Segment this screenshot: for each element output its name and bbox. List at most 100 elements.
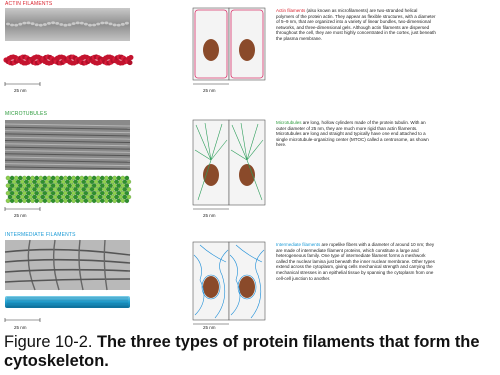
tubulin-bead bbox=[28, 187, 33, 192]
section-description: Actin filaments (also known as microfila… bbox=[276, 8, 436, 42]
tubulin-bead bbox=[38, 175, 44, 181]
description-text: are long, hollow cylinders made of the p… bbox=[276, 120, 429, 148]
tubulin-bead bbox=[77, 179, 82, 184]
tubulin-bead bbox=[118, 179, 123, 184]
tubulin-bead bbox=[110, 179, 115, 184]
tubulin-bead bbox=[7, 194, 13, 200]
tubulin-bead bbox=[59, 190, 64, 196]
tubulin-bead bbox=[81, 179, 87, 184]
actin-em-dot bbox=[79, 21, 84, 25]
mt-em-line bbox=[4, 123, 131, 127]
mt-em-line bbox=[4, 140, 131, 143]
tubulin-bead bbox=[11, 187, 17, 192]
actin-em-dot bbox=[30, 22, 35, 26]
tubulin-bead bbox=[57, 194, 62, 200]
actin-em-dot bbox=[18, 22, 23, 26]
tubulin-bead bbox=[124, 198, 130, 203]
actin-em-dot bbox=[120, 22, 125, 26]
tubulin-bead bbox=[87, 175, 93, 181]
tubulin-bead bbox=[75, 183, 80, 188]
tubulin-bead bbox=[71, 183, 76, 188]
tubulin-bead bbox=[42, 175, 48, 181]
scale-bars bbox=[4, 82, 229, 325]
tubulin-bead bbox=[22, 198, 27, 203]
tubulin-bead bbox=[102, 194, 107, 200]
if-em-fiber bbox=[52, 239, 60, 291]
tubulin-bead bbox=[55, 198, 60, 203]
tubulin-bead bbox=[104, 190, 109, 196]
term: Microtubules bbox=[276, 120, 302, 125]
tubulin-bead bbox=[32, 187, 37, 192]
tubulin-bead bbox=[7, 179, 13, 184]
mt-em-line bbox=[4, 146, 131, 150]
tubulin-bead bbox=[112, 183, 117, 188]
tubulin-bead bbox=[71, 198, 76, 203]
mt-em-line bbox=[4, 133, 131, 137]
tubulin-bead bbox=[110, 187, 115, 192]
actin-cortex bbox=[194, 9, 264, 79]
tubulin-bead bbox=[63, 190, 68, 196]
tubulin-bead bbox=[87, 183, 93, 188]
actin-em-dot bbox=[10, 23, 15, 27]
tubulin-bead bbox=[102, 187, 107, 192]
tubulin-bead bbox=[100, 198, 105, 203]
tubulin-bead bbox=[30, 183, 35, 188]
actin-em-dot bbox=[116, 23, 121, 27]
tubulin-bead bbox=[46, 198, 52, 203]
tubulin-bead bbox=[18, 175, 23, 181]
tubulin-bead bbox=[9, 183, 15, 188]
tubulin-bead bbox=[110, 194, 115, 200]
tubulin-bead bbox=[5, 190, 11, 196]
tubulin-bead bbox=[18, 190, 23, 196]
tubulin-bead bbox=[50, 190, 56, 196]
tubulin-bead bbox=[89, 194, 95, 200]
tubulin-bead bbox=[71, 190, 76, 196]
tubulin-bead bbox=[116, 183, 121, 188]
actin-em-dot bbox=[100, 21, 105, 25]
tubulin-bead bbox=[46, 175, 52, 181]
tubulin-bead bbox=[116, 190, 121, 196]
mt-em-line bbox=[4, 166, 131, 170]
tubulin-bead bbox=[122, 194, 128, 200]
tubulin-bead bbox=[120, 190, 126, 196]
actin-em-dot bbox=[51, 21, 56, 25]
actin-em-dot bbox=[55, 21, 60, 25]
tubulin-bead bbox=[28, 194, 33, 200]
tubulin-bead bbox=[75, 175, 80, 181]
tubulin-bead bbox=[65, 179, 70, 184]
mt-em-line bbox=[4, 130, 131, 134]
actin-em-dot bbox=[108, 22, 113, 26]
scale-label: 25 nm bbox=[203, 325, 216, 330]
tubulin-bead bbox=[55, 190, 60, 196]
tubulin-bead bbox=[71, 175, 76, 181]
section-description: Microtubules are long, hollow cylinders … bbox=[276, 120, 436, 148]
tubulin-bead bbox=[67, 175, 72, 181]
tubulin-bead bbox=[106, 179, 111, 184]
tubulin-bead bbox=[120, 183, 126, 188]
tubulin-bead bbox=[91, 190, 97, 196]
tubulin-bead bbox=[95, 175, 101, 181]
tubulin-bead bbox=[61, 187, 66, 192]
actin-em-dot bbox=[71, 22, 76, 26]
tubulin-bead bbox=[44, 179, 50, 184]
tubulin-bead bbox=[57, 179, 62, 184]
tubulin-bead bbox=[63, 183, 68, 188]
tubulin-bead bbox=[34, 175, 39, 181]
tubulin-bead bbox=[20, 194, 25, 200]
tubulin-bead bbox=[102, 179, 107, 184]
actin-em-dot bbox=[59, 23, 64, 26]
tubulin-bead bbox=[16, 194, 21, 200]
actin-em-dot bbox=[47, 21, 51, 25]
scale-label: 25 nm bbox=[14, 325, 27, 330]
if-micrograph bbox=[5, 240, 130, 290]
tubulin-bead bbox=[69, 179, 74, 184]
tubulin-bead bbox=[100, 183, 105, 188]
tubulin-bead bbox=[36, 194, 41, 200]
tubulin-bead bbox=[108, 198, 113, 203]
tubulin-bead bbox=[87, 190, 93, 196]
tubulin-bead bbox=[34, 183, 39, 188]
tubulin-bead bbox=[104, 198, 109, 203]
tubulin-bead bbox=[114, 187, 119, 192]
tubulin-bead bbox=[95, 183, 101, 188]
if-em-fiber bbox=[4, 278, 131, 283]
